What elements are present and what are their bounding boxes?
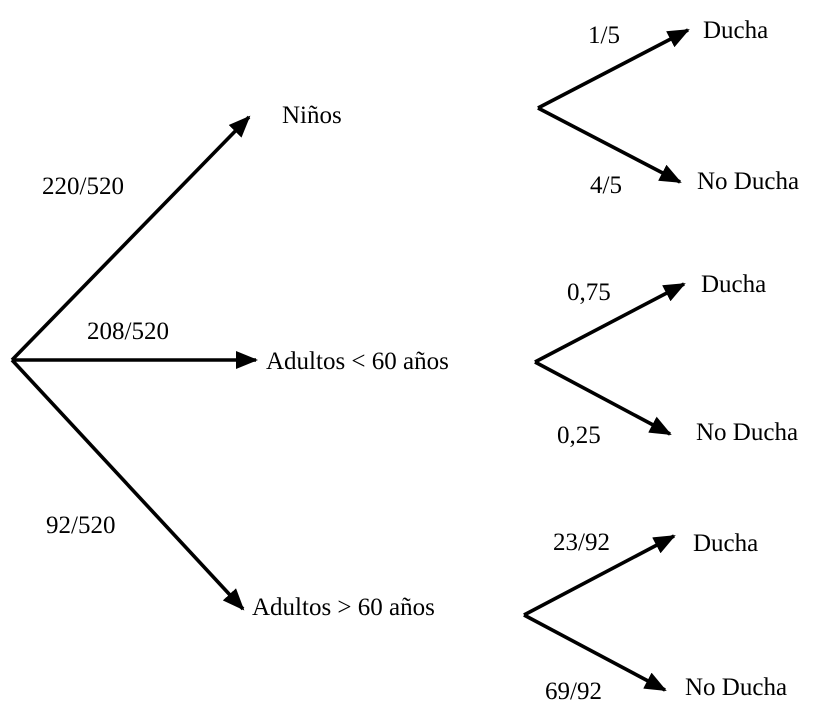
probability-adultos-menor-60-no-ducha: 0,25 [557, 422, 601, 449]
edge-adultos-mayor-60-to-no-ducha [523, 613, 667, 692]
leaf-ninos-no-ducha: No Ducha [697, 168, 799, 195]
edge-ninos-to-no-ducha [537, 106, 682, 184]
edge-ninos-to-ducha [537, 28, 690, 110]
probability-adultos-menor-60: 208/520 [87, 318, 169, 345]
probability-ninos: 220/520 [42, 173, 124, 200]
probability-adultos-mayor-60-ducha: 23/92 [553, 529, 610, 556]
probability-adultos-mayor-60-no-ducha: 69/92 [545, 678, 602, 702]
leaf-ninos-ducha: Ducha [703, 17, 768, 44]
edge-root-to-ninos [10, 115, 251, 362]
edge-adultos-menor-60-to-ducha [534, 282, 686, 364]
leaf-adultos-mayor-60-ducha: Ducha [693, 530, 758, 557]
leaf-adultos-menor-60-no-ducha: No Ducha [696, 419, 798, 446]
probability-ninos-ducha: 1/5 [588, 22, 620, 49]
leaf-adultos-menor-60-ducha: Ducha [701, 271, 766, 298]
probability-adultos-menor-60-ducha: 0,75 [567, 279, 611, 306]
node-adultos-mayor-60: Adultos > 60 años [252, 594, 435, 621]
node-adultos-menor-60: Adultos < 60 años [266, 348, 449, 375]
edge-adultos-mayor-60-to-ducha [523, 534, 676, 617]
leaf-adultos-mayor-60-no-ducha: No Ducha [685, 674, 787, 701]
node-ninos: Niños [282, 102, 342, 129]
edge-adultos-menor-60-to-no-ducha [534, 360, 672, 436]
probability-adultos-mayor-60: 92/520 [46, 512, 115, 539]
edge-root-to-adultos-mayor-60 [10, 358, 245, 611]
probability-ninos-no-ducha: 4/5 [590, 172, 622, 199]
